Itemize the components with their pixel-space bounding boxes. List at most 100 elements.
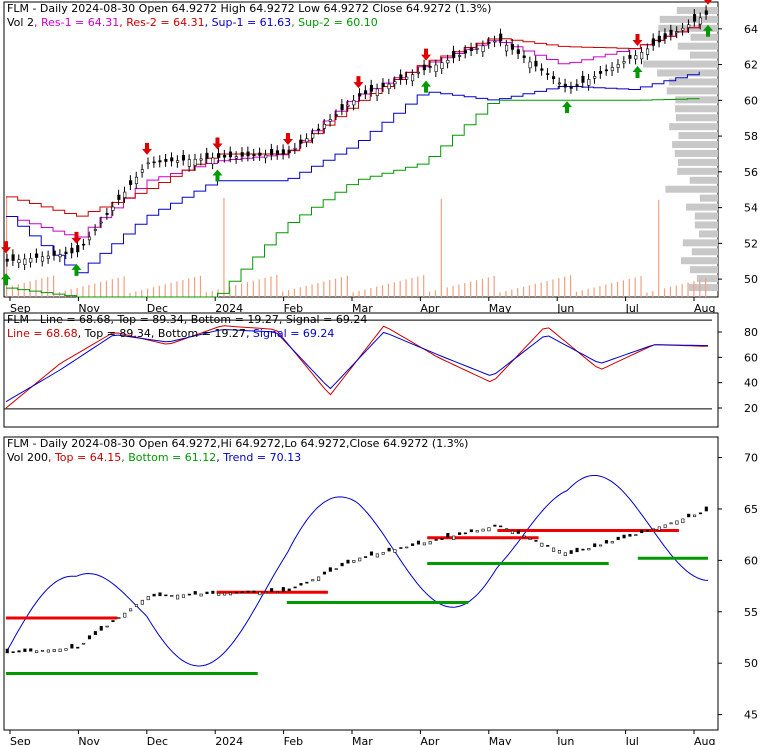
oscillator-y-tick-label: 40: [744, 377, 758, 390]
candle-body: [640, 51, 644, 60]
volume-bar: [640, 276, 642, 297]
candle-body: [64, 251, 68, 255]
candle-body: [546, 73, 550, 75]
trend-x-tick-label: Mar: [352, 735, 373, 745]
volume-bar: [205, 292, 207, 297]
candle-body: [675, 520, 679, 525]
legend-entry: , Trend = 70.13: [216, 451, 301, 464]
volume-bar: [346, 275, 348, 297]
candle-body: [35, 650, 39, 653]
candle-body: [516, 530, 520, 534]
volume-bar: [534, 283, 536, 297]
candle-body: [322, 571, 327, 575]
volume-bar: [669, 286, 672, 297]
volume-bar: [123, 276, 125, 297]
volume-profile-bar: [698, 230, 718, 238]
price-y-tick-label: 60: [744, 94, 758, 107]
candle-body: [328, 119, 332, 122]
volume-bar: [252, 280, 254, 297]
volume-bar: [88, 284, 90, 297]
oscillator-legend: Line = 68.68, Top = 89.34, Bottom = 19.2…: [7, 327, 334, 340]
candle-body: [499, 33, 503, 42]
volume-bar: [569, 275, 572, 297]
volume-bar: [158, 285, 160, 297]
candle-body: [234, 591, 238, 594]
volume-profile-bar: [675, 96, 718, 104]
volume-bar: [311, 284, 313, 297]
candle-body: [587, 548, 591, 551]
candle-body: [211, 157, 215, 165]
volume-profile-bar: [688, 284, 718, 292]
buy-signal-arrow: [1, 273, 11, 286]
legend-entry: Line = 68.68: [7, 327, 78, 340]
candle-body: [428, 66, 432, 68]
candle-body: [82, 243, 86, 246]
trend-y-tick-label: 55: [744, 606, 758, 619]
candle-body: [634, 534, 638, 536]
candle-body: [663, 33, 667, 39]
volume-bar: [622, 280, 625, 297]
buy-signal-arrow: [71, 263, 82, 276]
candle-body: [704, 10, 708, 15]
candle-body: [134, 604, 139, 607]
candle-body: [275, 150, 280, 155]
volume-bar: [558, 278, 560, 297]
candle-body: [281, 587, 285, 592]
candle-body: [475, 47, 479, 50]
candle-body: [657, 35, 661, 43]
candle-body: [434, 539, 438, 541]
volume-bar: [693, 281, 695, 297]
volume-profile-bar: [657, 69, 718, 77]
volume-bar: [599, 286, 601, 297]
candle-body: [129, 180, 133, 185]
volume-bar: [552, 279, 554, 297]
candle-body: [181, 594, 186, 598]
candle-body: [528, 538, 532, 540]
volume-profile-bar: [672, 141, 718, 149]
price-x-tick-label: May: [489, 302, 512, 315]
candle-body: [622, 61, 626, 64]
price-y-tick-label: 54: [744, 202, 758, 215]
candle-body: [152, 593, 156, 597]
candle-body: [463, 50, 468, 54]
candle-body: [381, 83, 385, 87]
candle-body: [146, 162, 150, 165]
price-x-tick-label: Nov: [78, 302, 100, 315]
candle-body: [411, 543, 415, 546]
volume-bar: [117, 277, 119, 297]
volume-bar: [405, 279, 407, 297]
volume-bar: [246, 282, 249, 297]
volume-bar: [270, 276, 272, 297]
price-panel: 64 62 60 58 56 54 52 50 Sep Nov Dec 2024 Feb Mar Apr Ma…: [1, 0, 758, 315]
candle-body: [164, 159, 168, 162]
volume-bar: [440, 198, 442, 297]
candle-body: [663, 524, 667, 528]
volume-bar: [628, 278, 630, 297]
volume-bar: [399, 280, 401, 297]
candle-body: [510, 44, 515, 50]
candle-body: [299, 583, 303, 586]
volume-profile-bar: [699, 194, 718, 202]
price-y-tick-label: 56: [744, 166, 758, 179]
trend-legend: Vol 200, Top = 64.15, Bottom = 61.12, Tr…: [7, 451, 301, 464]
volume-profile-bar: [665, 185, 718, 193]
candle-body: [569, 86, 573, 89]
candle-body: [117, 194, 121, 200]
candle-body: [223, 154, 227, 158]
candle-body: [505, 44, 509, 52]
candle-body: [681, 27, 685, 31]
trend-x-tick-label: Apr: [420, 735, 440, 745]
buy-signal-arrow: [562, 101, 573, 114]
candle-body: [17, 259, 21, 263]
volume-profile-bar: [674, 149, 718, 157]
candle-body: [646, 48, 650, 55]
candle-body: [287, 588, 291, 591]
volume-bar: [452, 285, 454, 297]
candle-body: [387, 83, 391, 90]
volume-bar: [428, 291, 431, 297]
candle-body: [575, 84, 579, 86]
trend-envelope-line: [5, 475, 709, 667]
candle-body: [93, 631, 97, 635]
candle-body: [29, 257, 33, 263]
oscillator-y-tick-label: 60: [744, 351, 758, 364]
